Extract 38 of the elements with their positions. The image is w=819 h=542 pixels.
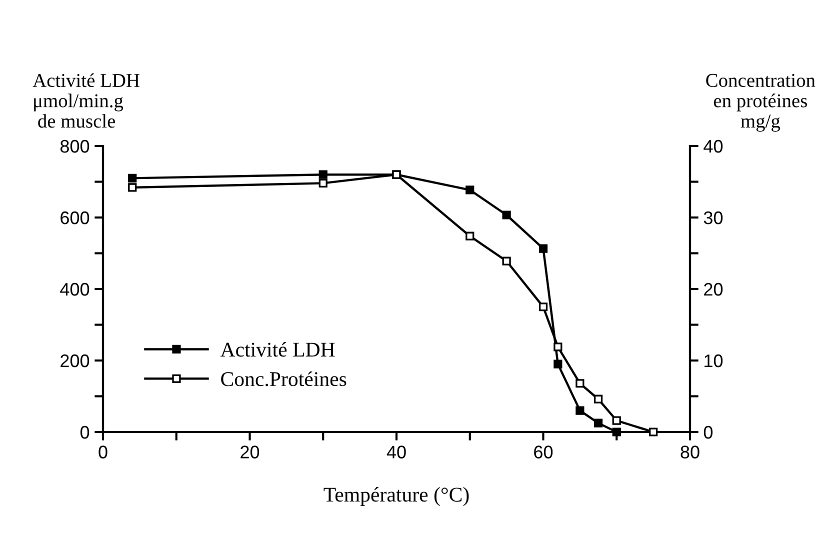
y2-tick-label: 10 <box>704 354 723 368</box>
point <box>554 342 562 352</box>
point <box>576 406 584 415</box>
point <box>466 186 474 194</box>
x-tick-label: 60 <box>534 446 553 458</box>
point <box>538 302 548 312</box>
y-tick-label: 0 <box>80 426 90 439</box>
y2-tick-label: 0 <box>704 426 713 439</box>
y2-axis-title: Concentration en protéines mg/g <box>706 74 816 132</box>
legend-label: Conc.Protéines <box>221 371 346 386</box>
point <box>554 360 562 368</box>
legend-label: Activité LDH <box>220 342 335 357</box>
y2-tick-label: 20 <box>704 282 723 296</box>
point <box>466 232 474 240</box>
y-tick-label: 200 <box>60 354 90 368</box>
point <box>649 428 658 436</box>
y-tick-label: 400 <box>60 282 90 296</box>
point <box>318 170 328 179</box>
x-tick-label: 40 <box>386 446 406 458</box>
y-tick-label: 600 <box>60 211 90 224</box>
x-axis-title: Température (°C) <box>324 487 469 506</box>
point <box>538 244 548 253</box>
point <box>128 174 137 182</box>
point <box>594 394 603 404</box>
point <box>128 183 137 192</box>
x-tick-label: 20 <box>240 446 260 458</box>
point <box>502 210 511 220</box>
point <box>318 178 328 188</box>
point <box>612 416 621 425</box>
y2-tick-label: 40 <box>704 140 723 153</box>
y-tick-label: 800 <box>60 140 90 153</box>
x-tick-label: 0 <box>98 446 108 458</box>
point <box>502 256 511 266</box>
x-tick-label: 80 <box>680 446 700 458</box>
point <box>594 418 603 428</box>
y-axis-title: Activité LDH μmol/min.g de muscle <box>32 73 140 128</box>
point <box>576 379 584 388</box>
y2-tick-label: 30 <box>704 211 723 224</box>
